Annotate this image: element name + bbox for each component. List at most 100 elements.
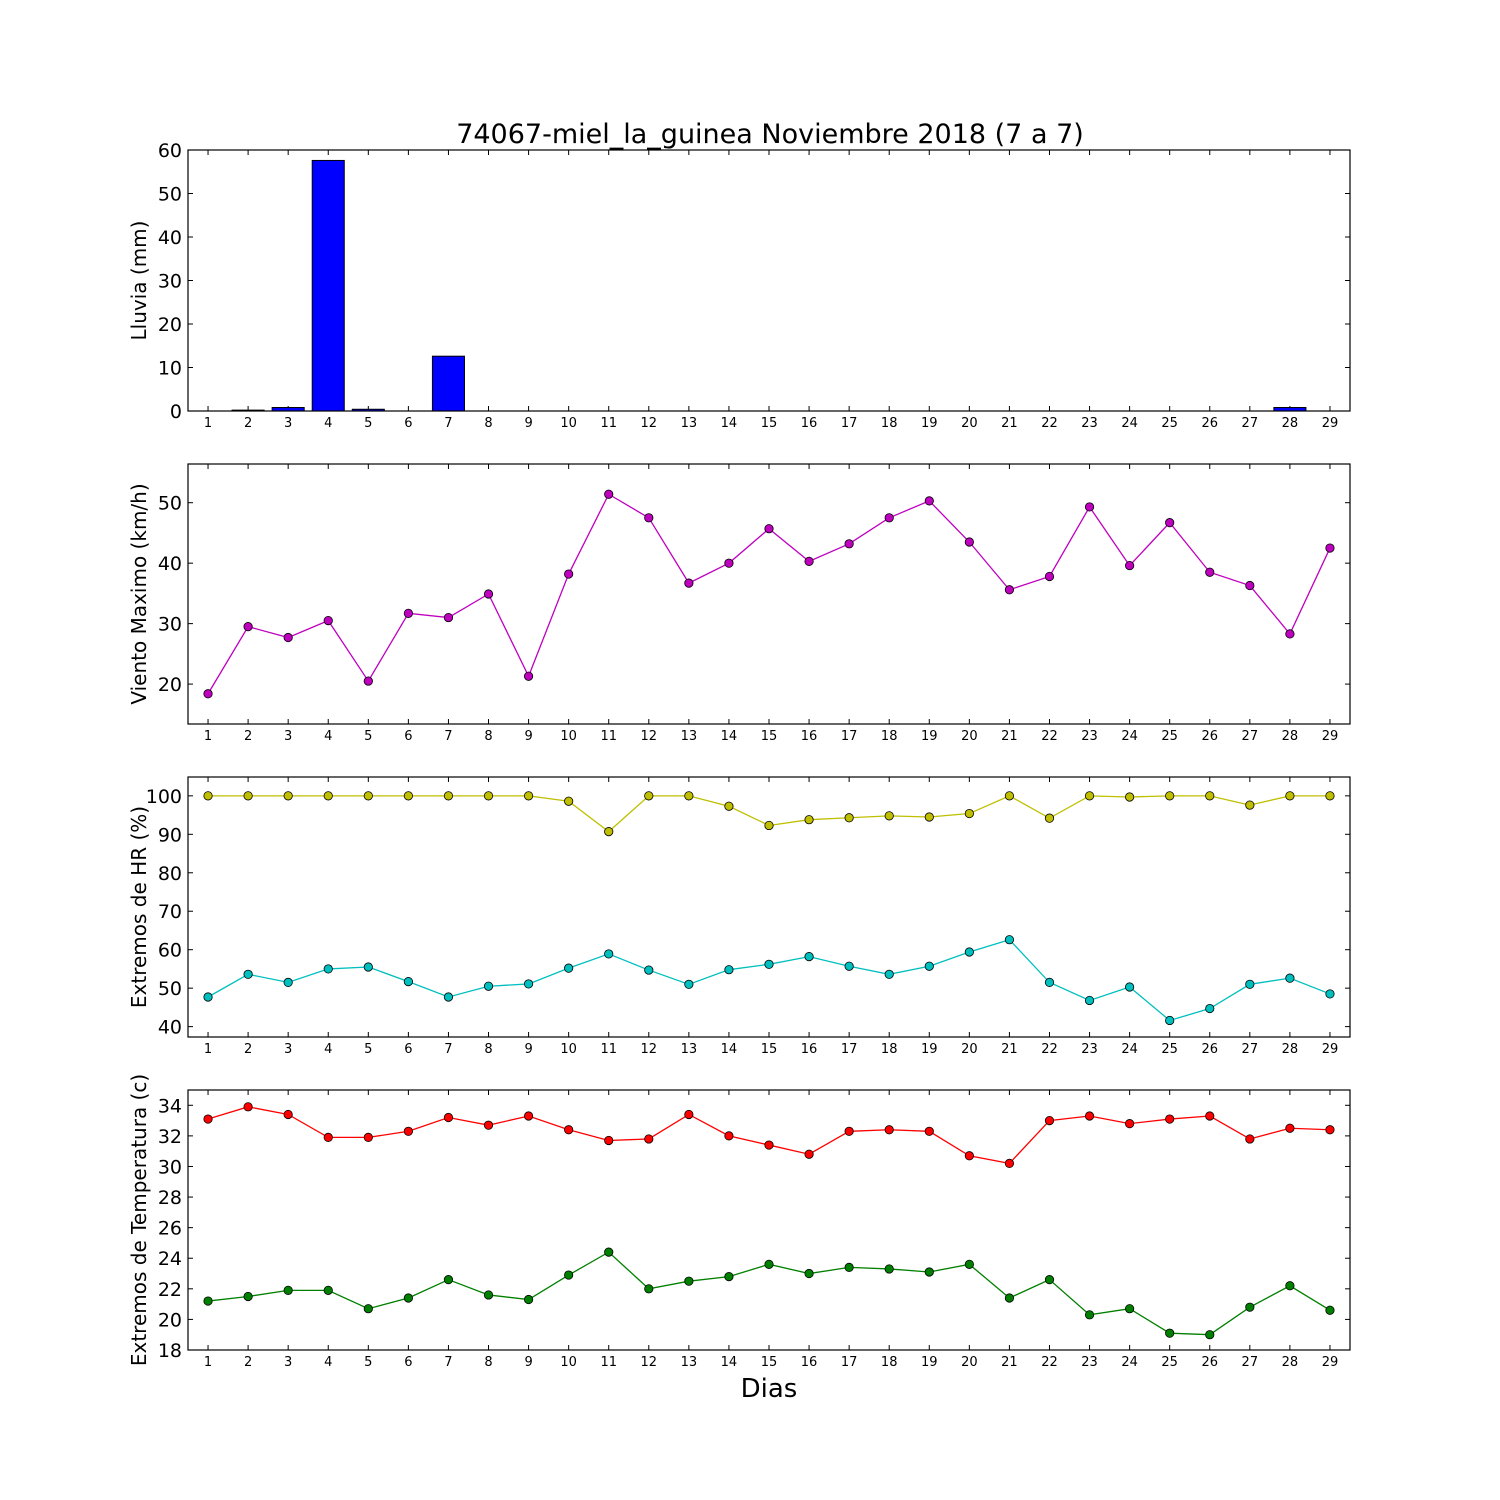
rain-xtick-label: 15	[761, 416, 778, 431]
rain-ytick-label: 0	[170, 401, 182, 423]
rain-xtick-label: 12	[641, 416, 658, 431]
humidity-xtick-label: 18	[881, 1042, 898, 1057]
humidity-xtick-label: 6	[404, 1042, 412, 1057]
temperature-xtick-label: 10	[560, 1355, 577, 1370]
temperature-series-1-point-day-15	[764, 1259, 774, 1269]
temperature-series-0-point-day-5	[363, 1132, 373, 1143]
rain-xtick-label: 29	[1322, 416, 1339, 431]
wind-series-0-point-day-18	[884, 513, 894, 523]
wind-xtick-label: 8	[484, 729, 492, 744]
wind-series-0-point-day-27	[1245, 580, 1255, 591]
humidity-series-1-point-day-3	[283, 977, 293, 987]
temperature-series-1-point-day-24	[1125, 1304, 1135, 1314]
temperature-series-1-point-day-20	[964, 1259, 974, 1269]
temperature-series-1-point-day-17	[844, 1262, 854, 1273]
temperature-series-1-point-day-23	[1084, 1310, 1095, 1320]
humidity-series-1-point-day-18	[884, 969, 894, 979]
chart-title: 74067-miel_la_guinea Noviembre 2018 (7 a…	[456, 119, 1084, 150]
wind-ytick-label: 20	[158, 674, 182, 696]
humidity-series-0-point-day-14	[724, 801, 734, 811]
humidity-series-0-point-day-4	[323, 791, 333, 801]
temperature-y-axis-label: Extremos de Temperatura (c)	[127, 1074, 151, 1366]
temperature-ytick-label: 22	[158, 1279, 182, 1301]
wind-series-0-point-day-15	[764, 524, 774, 534]
humidity-xtick-label: 20	[961, 1042, 978, 1057]
temperature-xtick-label: 19	[921, 1355, 938, 1370]
humidity-series-0-point-day-10	[564, 796, 574, 806]
wind-series-0-point-day-24	[1125, 560, 1135, 571]
temperature-series-0-point-day-15	[764, 1140, 774, 1150]
wind-series-0-point-day-8	[483, 589, 494, 599]
temperature-xtick-label: 23	[1081, 1355, 1098, 1370]
rain-xtick-label: 13	[681, 416, 698, 431]
temperature-xtick-label: 6	[404, 1355, 412, 1370]
rain-xtick-label: 10	[560, 416, 577, 431]
wind-series-0-point-day-3	[283, 632, 293, 643]
wind-xtick-label: 19	[921, 729, 938, 744]
humidity-xtick-label: 22	[1041, 1042, 1058, 1057]
temperature-ytick-label: 18	[158, 1340, 182, 1362]
humidity-xtick-label: 24	[1121, 1042, 1138, 1057]
wind-series-0-point-day-10	[564, 569, 574, 579]
temperature-series-1-point-day-1	[203, 1296, 213, 1306]
humidity-series-0-point-day-27	[1245, 800, 1255, 810]
temperature-xtick-label: 9	[524, 1355, 532, 1370]
rain-xtick-label: 1	[204, 416, 212, 431]
wind-xtick-label: 6	[404, 729, 412, 744]
temperature-xtick-label: 21	[1001, 1355, 1018, 1370]
humidity-series-1-point-day-5	[363, 962, 373, 972]
wind-xtick-label: 14	[721, 729, 738, 744]
temperature-series-1-point-day-13	[684, 1276, 694, 1286]
humidity-series-0-point-day-20	[964, 808, 974, 819]
temperature-series-0-point-day-26	[1205, 1111, 1215, 1121]
humidity-series-1-point-day-4	[323, 964, 333, 974]
wind-series-0-point-day-28	[1285, 629, 1295, 639]
wind-series-0-point-day-23	[1084, 502, 1095, 512]
humidity-xtick-label: 1	[204, 1042, 212, 1057]
rain-xtick-label: 8	[484, 416, 492, 431]
temperature-series-0-point-day-1	[203, 1114, 213, 1124]
temperature-series-0-point-day-29	[1325, 1125, 1335, 1135]
wind-xtick-label: 3	[284, 729, 292, 744]
wind-series-0-point-day-4	[323, 616, 333, 626]
rain-xtick-label: 17	[841, 416, 858, 431]
humidity-xtick-label: 29	[1322, 1042, 1339, 1057]
temperature-series-1-point-day-12	[644, 1284, 654, 1294]
temperature-series-0-point-day-20	[964, 1151, 974, 1161]
temperature-series-0-point-day-19	[924, 1126, 934, 1136]
temperature-xtick-label: 16	[801, 1355, 818, 1370]
humidity-series-0-point-day-15	[764, 820, 774, 831]
humidity-xtick-label: 10	[560, 1042, 577, 1057]
temperature-series-1-point-day-10	[564, 1270, 574, 1280]
humidity-series-0-point-day-26	[1205, 791, 1215, 801]
humidity-xtick-label: 16	[801, 1042, 818, 1057]
rain-xtick-label: 9	[524, 416, 532, 431]
wind-xtick-label: 10	[560, 729, 577, 744]
temperature-series-1-point-day-19	[924, 1267, 934, 1277]
rain-xtick-label: 6	[404, 416, 412, 431]
humidity-ytick-label: 60	[158, 940, 182, 962]
temperature-series-1-point-day-8	[483, 1290, 494, 1300]
humidity-series-1-point-day-27	[1245, 979, 1255, 989]
wind-xtick-label: 23	[1081, 729, 1098, 744]
humidity-series-1-point-day-16	[804, 952, 814, 962]
humidity-series-0-point-day-16	[804, 815, 814, 825]
humidity-series-0-point-day-7	[443, 791, 454, 801]
temperature-series-0-point-day-23	[1084, 1111, 1095, 1121]
rain-xtick-label: 7	[444, 416, 452, 431]
wind-xtick-label: 21	[1001, 729, 1018, 744]
humidity-series-1-point-day-6	[403, 977, 413, 987]
temperature-xtick-label: 4	[324, 1355, 332, 1370]
humidity-series-1-point-day-29	[1325, 989, 1335, 999]
temperature-xtick-label: 20	[961, 1355, 978, 1370]
humidity-series-1-point-day-20	[964, 947, 974, 957]
wind-series-0-point-day-26	[1205, 567, 1215, 577]
humidity-ytick-label: 70	[158, 901, 182, 923]
temperature-ytick-label: 30	[158, 1156, 182, 1178]
rain-xtick-label: 19	[921, 416, 938, 431]
rain-xtick-label: 21	[1001, 416, 1018, 431]
rain-xtick-label: 3	[284, 416, 292, 431]
humidity-series-0-point-day-6	[403, 791, 413, 801]
